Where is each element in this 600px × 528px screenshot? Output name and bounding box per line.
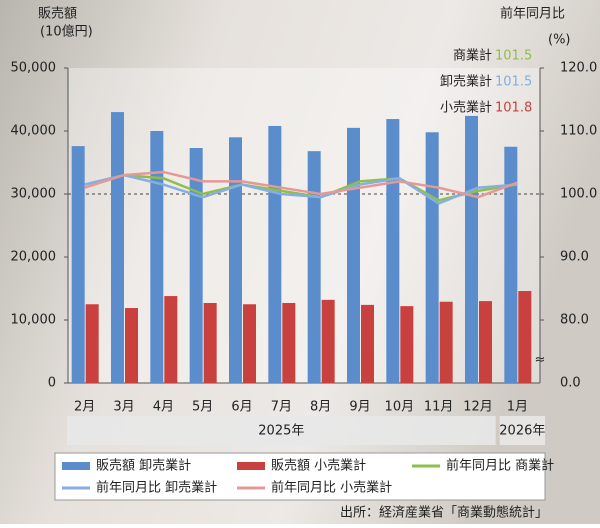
- y2-axis-label: 前年同月比: [500, 6, 565, 22]
- y-tick-label: 10,000: [11, 313, 57, 328]
- x-tick-label: 4月: [153, 400, 174, 415]
- legend-label: 販売額 小売業計: [271, 458, 366, 474]
- legend-box: [54, 452, 546, 501]
- x-tick-label: 6月: [231, 400, 252, 415]
- annotation-label: 卸売業計: [440, 74, 492, 90]
- bar: [203, 302, 217, 383]
- y2-break-label: 0.0: [560, 376, 581, 391]
- y-tick-label: 40,000: [11, 124, 57, 139]
- y-tick-label: 50,000: [11, 61, 57, 76]
- y2-axis-label: (%): [548, 33, 571, 48]
- bar: [321, 299, 335, 383]
- bar: [518, 291, 532, 383]
- x-tick-label: 8月: [310, 400, 331, 415]
- line-series: [84, 173, 518, 205]
- bar: [282, 302, 296, 383]
- legend-swatch: [237, 462, 265, 470]
- bar: [229, 137, 242, 383]
- bar: [439, 301, 453, 383]
- bar: [386, 119, 400, 383]
- plot-area: [68, 68, 540, 383]
- year-label: 2025年: [258, 424, 304, 439]
- y2-tick-label: 120.0: [560, 61, 597, 76]
- line-series: [84, 170, 518, 199]
- x-tick-label: 3月: [113, 400, 134, 415]
- bar: [189, 148, 203, 383]
- bar: [479, 301, 492, 383]
- bar: [425, 132, 439, 383]
- bar: [85, 304, 99, 383]
- annotation-value: 101.5: [495, 75, 532, 90]
- legend-label: 前年同月比 小売業計: [271, 480, 392, 496]
- annotation-value: 101.8: [495, 101, 532, 116]
- x-tick-label: 10月: [385, 400, 415, 415]
- x-tick-label: 11月: [424, 400, 454, 415]
- bar: [347, 127, 360, 383]
- bar: [307, 151, 321, 383]
- y-tick-label: 20,000: [11, 250, 57, 265]
- line-series: [84, 173, 518, 202]
- y2-tick-label: 90.0: [560, 250, 589, 265]
- y-axis-label: (10億円): [40, 24, 93, 40]
- annotation-label: 商業計: [453, 48, 492, 64]
- x-tick-label: 12月: [463, 400, 493, 415]
- year-band: [67, 416, 496, 445]
- bar: [71, 146, 85, 383]
- bar: [268, 125, 282, 384]
- y2-tick-label: 80.0: [560, 313, 589, 328]
- year-band: [499, 416, 545, 445]
- x-tick-label: 9月: [349, 400, 370, 415]
- bar: [400, 306, 414, 383]
- annotation-label: 小売業計: [440, 100, 492, 116]
- y-tick-label: 30,000: [11, 187, 57, 202]
- annotation-value: 101.5: [495, 49, 532, 64]
- bar: [504, 146, 518, 383]
- x-tick-label: 5月: [192, 400, 213, 415]
- x-tick-label: 7月: [271, 400, 292, 415]
- bar: [243, 304, 256, 383]
- legend-swatch: [62, 462, 90, 470]
- y2-tick-label: 110.0: [560, 124, 597, 139]
- x-tick-label: 2月: [74, 400, 95, 415]
- y2-tick-label: 100.0: [560, 187, 597, 202]
- y-tick-label: 0: [48, 376, 56, 391]
- bar: [125, 308, 138, 383]
- bar: [465, 115, 478, 383]
- year-label: 2026年: [499, 424, 545, 439]
- bar: [111, 112, 124, 383]
- y-axis-label: 販売額: [38, 6, 77, 22]
- legend-label: 前年同月比 卸売業計: [96, 480, 217, 496]
- legend-label: 販売額 卸売業計: [96, 458, 191, 474]
- bar: [361, 304, 374, 383]
- x-tick-label: 1月: [507, 400, 528, 415]
- legend-label: 前年同月比 商業計: [446, 458, 554, 474]
- bar: [150, 131, 164, 383]
- source: 出所：経済産業省「商業動態統計」: [340, 505, 548, 521]
- bar: [164, 296, 178, 383]
